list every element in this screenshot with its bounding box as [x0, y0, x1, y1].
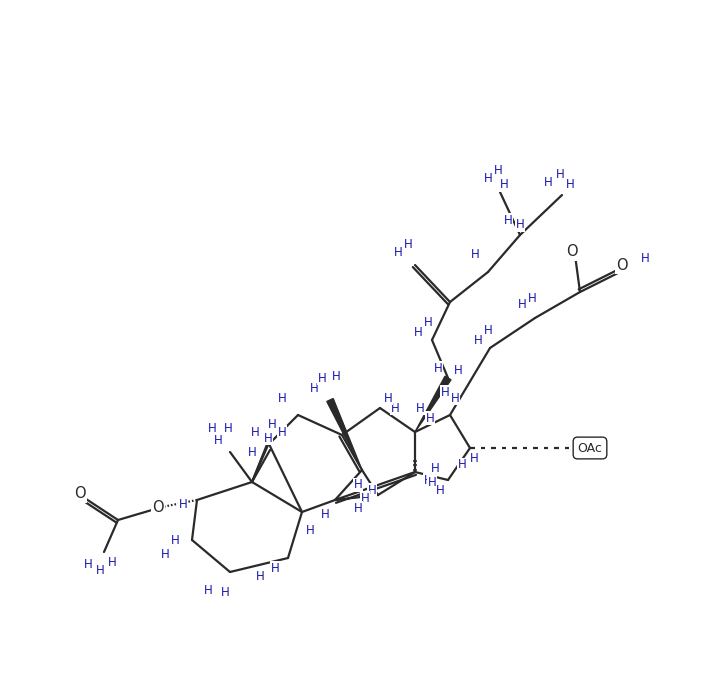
Text: H: H: [354, 479, 362, 492]
Text: H: H: [404, 239, 412, 252]
Text: O: O: [616, 257, 628, 272]
Text: H: H: [310, 382, 318, 395]
Text: H: H: [95, 564, 105, 577]
Text: H: H: [204, 583, 212, 596]
Text: O: O: [566, 244, 578, 259]
Text: H: H: [305, 523, 315, 536]
Text: H: H: [318, 371, 326, 384]
Text: H: H: [434, 362, 442, 375]
Text: H: H: [320, 508, 330, 521]
Text: H: H: [451, 391, 459, 404]
Text: H: H: [454, 363, 462, 376]
Text: H: H: [414, 326, 422, 339]
Text: H: H: [500, 179, 508, 192]
Text: H: H: [108, 555, 116, 568]
Text: H: H: [224, 421, 232, 434]
Text: H: H: [470, 451, 478, 464]
Text: H: H: [518, 298, 526, 311]
Text: H: H: [528, 291, 536, 304]
Text: H: H: [471, 248, 479, 261]
Text: H: H: [394, 246, 402, 259]
Text: H: H: [544, 176, 553, 189]
Text: H: H: [208, 421, 216, 434]
Text: H: H: [458, 458, 466, 471]
Text: H: H: [221, 586, 229, 598]
Text: H: H: [278, 391, 286, 404]
Text: H: H: [436, 484, 444, 497]
Text: H: H: [641, 252, 649, 265]
Text: H: H: [426, 412, 434, 425]
Text: H: H: [384, 391, 392, 404]
Text: O: O: [152, 499, 164, 514]
Text: H: H: [391, 402, 399, 415]
Text: H: H: [503, 213, 513, 226]
Polygon shape: [327, 399, 362, 470]
Text: H: H: [256, 570, 264, 583]
Text: H: H: [431, 462, 439, 475]
Text: H: H: [428, 475, 436, 488]
Text: H: H: [367, 484, 377, 497]
Text: H: H: [565, 179, 575, 192]
Text: H: H: [171, 534, 179, 547]
Text: H: H: [493, 163, 503, 176]
Text: H: H: [483, 172, 493, 185]
Text: H: H: [424, 473, 432, 486]
Text: H: H: [354, 501, 362, 514]
Text: H: H: [214, 434, 222, 447]
Text: OAc: OAc: [577, 441, 602, 454]
Text: H: H: [278, 425, 286, 438]
Text: H: H: [161, 549, 169, 562]
Text: H: H: [360, 492, 370, 505]
Text: O: O: [74, 486, 86, 501]
Text: H: H: [248, 445, 256, 458]
Text: H: H: [515, 218, 524, 231]
Text: H: H: [263, 432, 273, 445]
Text: H: H: [251, 425, 259, 438]
Text: H: H: [416, 402, 424, 415]
Text: H: H: [483, 324, 493, 337]
Polygon shape: [415, 376, 451, 432]
Text: H: H: [441, 386, 449, 399]
Text: H: H: [179, 499, 187, 512]
Text: H: H: [555, 168, 565, 181]
Text: H: H: [332, 369, 340, 382]
Text: H: H: [271, 562, 279, 575]
Text: H: H: [268, 419, 276, 432]
Text: H: H: [424, 315, 432, 328]
Text: H: H: [473, 334, 482, 347]
Text: H: H: [83, 559, 93, 572]
